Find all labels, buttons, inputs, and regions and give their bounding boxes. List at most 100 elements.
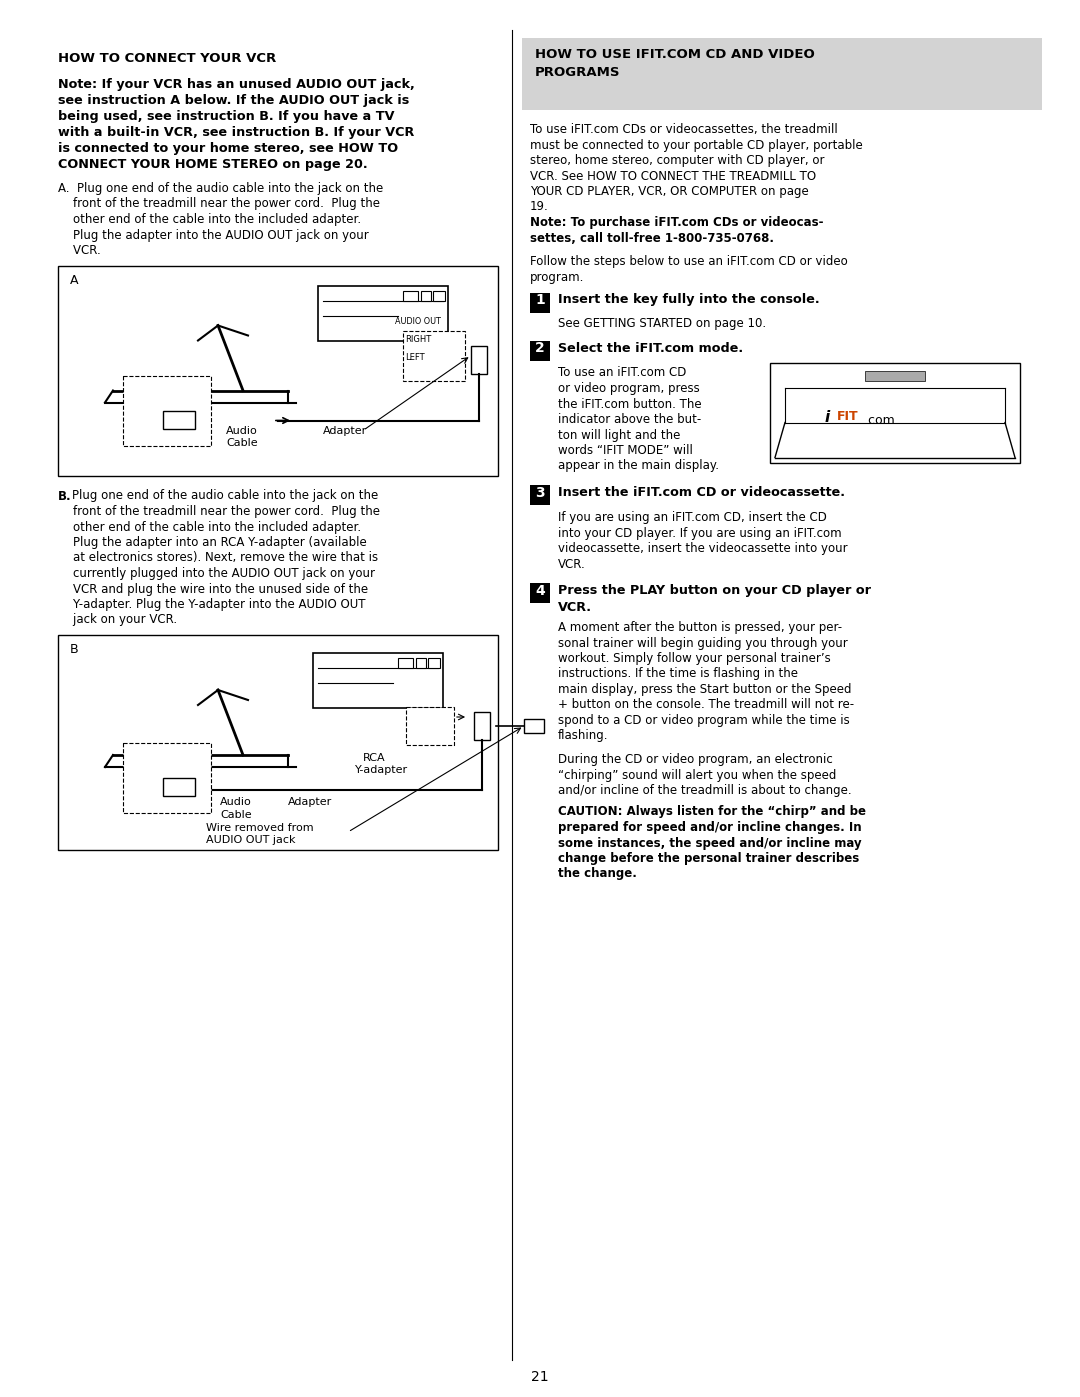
- Bar: [530, 292, 550, 313]
- Text: Plug the adapter into an RCA Y-adapter (available: Plug the adapter into an RCA Y-adapter (…: [58, 536, 367, 549]
- Text: stereo, home stereo, computer with CD player, or: stereo, home stereo, computer with CD pl…: [530, 154, 824, 168]
- Bar: [163, 411, 195, 429]
- Text: Press the PLAY button on your CD player or: Press the PLAY button on your CD player …: [558, 584, 870, 597]
- Text: Insert the key fully into the console.: Insert the key fully into the console.: [558, 293, 820, 306]
- Text: flashing.: flashing.: [558, 729, 608, 742]
- Bar: [163, 778, 195, 796]
- Text: Plug one end of the audio cable into the jack on the: Plug one end of the audio cable into the…: [72, 489, 378, 503]
- Text: RCA: RCA: [363, 753, 386, 763]
- Text: the iFIT.com button. The: the iFIT.com button. The: [558, 398, 702, 411]
- Text: with a built-in VCR, see instruction B. If your VCR: with a built-in VCR, see instruction B. …: [58, 126, 415, 138]
- Text: other end of the cable into the included adapter.: other end of the cable into the included…: [58, 212, 361, 226]
- Text: If you are using an iFIT.com CD, insert the CD: If you are using an iFIT.com CD, insert …: [558, 511, 827, 524]
- Text: instructions. If the time is flashing in the: instructions. If the time is flashing in…: [558, 668, 798, 680]
- Text: Note: If your VCR has an unused AUDIO OUT jack,: Note: If your VCR has an unused AUDIO OU…: [58, 78, 415, 91]
- Text: or video program, press: or video program, press: [558, 381, 700, 395]
- Text: Audio: Audio: [226, 426, 258, 436]
- Text: Adapter: Adapter: [288, 798, 333, 807]
- Text: A moment after the button is pressed, your per-: A moment after the button is pressed, yo…: [558, 622, 842, 634]
- Text: Select the iFIT.com mode.: Select the iFIT.com mode.: [558, 341, 743, 355]
- Text: B: B: [70, 643, 79, 657]
- Text: AUDIO OUT: AUDIO OUT: [395, 317, 441, 326]
- Circle shape: [183, 778, 200, 796]
- Circle shape: [131, 759, 151, 778]
- Bar: [421, 291, 431, 300]
- Text: and/or incline of the treadmill is about to change.: and/or incline of the treadmill is about…: [558, 784, 852, 798]
- Text: LEFT: LEFT: [405, 352, 424, 362]
- Text: VCR.: VCR.: [58, 244, 100, 257]
- Text: CAUTION: Always listen for the “chirp” and be: CAUTION: Always listen for the “chirp” a…: [558, 806, 866, 819]
- Bar: [524, 719, 544, 733]
- Text: settes, call toll-free 1-800-735-0768.: settes, call toll-free 1-800-735-0768.: [530, 232, 774, 244]
- Text: FIT: FIT: [837, 411, 859, 423]
- Text: words “IFIT MODE” will: words “IFIT MODE” will: [558, 444, 693, 457]
- Text: currently plugged into the AUDIO OUT jack on your: currently plugged into the AUDIO OUT jac…: [58, 567, 375, 580]
- Text: 3: 3: [536, 486, 544, 500]
- Text: change before the personal trainer describes: change before the personal trainer descr…: [558, 852, 860, 865]
- Text: AUDIO OUT jack: AUDIO OUT jack: [206, 835, 296, 845]
- Text: program.: program.: [530, 271, 584, 284]
- Text: prepared for speed and/or incline changes. In: prepared for speed and/or incline change…: [558, 821, 862, 834]
- Text: Plug the adapter into the AUDIO OUT jack on your: Plug the adapter into the AUDIO OUT jack…: [58, 229, 368, 242]
- Text: 2: 2: [535, 341, 545, 355]
- Text: sonal trainer will begin guiding you through your: sonal trainer will begin guiding you thr…: [558, 637, 848, 650]
- Text: some instances, the speed and/or incline may: some instances, the speed and/or incline…: [558, 837, 862, 849]
- Text: Audio: Audio: [220, 798, 252, 807]
- Text: To use an iFIT.com CD: To use an iFIT.com CD: [558, 366, 687, 380]
- Text: Insert the iFIT.com CD or videocassette.: Insert the iFIT.com CD or videocassette.: [558, 486, 845, 499]
- Text: PROGRAMS: PROGRAMS: [535, 66, 621, 80]
- Circle shape: [131, 391, 151, 411]
- Bar: [530, 341, 550, 360]
- Text: See GETTING STARTED on page 10.: See GETTING STARTED on page 10.: [558, 317, 766, 330]
- Text: B.: B.: [58, 489, 71, 503]
- Text: CONNECT YOUR HOME STEREO on page 20.: CONNECT YOUR HOME STEREO on page 20.: [58, 158, 367, 170]
- Bar: [522, 38, 1042, 110]
- Text: the change.: the change.: [558, 868, 637, 880]
- Text: front of the treadmill near the power cord.  Plug the: front of the treadmill near the power co…: [58, 504, 380, 518]
- Text: To use iFIT.com CDs or videocassettes, the treadmill: To use iFIT.com CDs or videocassettes, t…: [530, 123, 838, 136]
- Text: VCR.: VCR.: [558, 601, 592, 615]
- Circle shape: [137, 764, 145, 773]
- Bar: [58, 636, 498, 849]
- Bar: [313, 652, 443, 708]
- Text: 21: 21: [531, 1370, 549, 1384]
- Bar: [770, 362, 1020, 462]
- Text: i: i: [825, 411, 831, 426]
- Bar: [123, 743, 211, 813]
- Text: VCR. See HOW TO CONNECT THE TREADMILL TO: VCR. See HOW TO CONNECT THE TREADMILL TO: [530, 169, 816, 183]
- Text: front of the treadmill near the power cord.  Plug the: front of the treadmill near the power co…: [58, 197, 380, 211]
- Bar: [416, 658, 426, 668]
- Text: + button on the console. The treadmill will not re-: + button on the console. The treadmill w…: [558, 698, 854, 711]
- Circle shape: [444, 358, 458, 372]
- Circle shape: [417, 728, 431, 742]
- Bar: [474, 712, 490, 740]
- Text: A: A: [70, 274, 79, 286]
- Text: Y-adapter: Y-adapter: [355, 766, 408, 775]
- Text: RIGHT: RIGHT: [405, 334, 431, 344]
- Text: A.  Plug one end of the audio cable into the jack on the: A. Plug one end of the audio cable into …: [58, 182, 383, 196]
- Circle shape: [444, 334, 458, 348]
- Circle shape: [137, 397, 145, 405]
- Text: 4: 4: [535, 584, 545, 598]
- Text: YOUR CD PLAYER, VCR, OR COMPUTER on page: YOUR CD PLAYER, VCR, OR COMPUTER on page: [530, 184, 809, 198]
- Text: other end of the cable into the included adapter.: other end of the cable into the included…: [58, 521, 361, 534]
- Text: .com: .com: [865, 414, 895, 426]
- Text: Cable: Cable: [220, 810, 252, 820]
- Bar: [471, 345, 487, 373]
- Text: ton will light and the: ton will light and the: [558, 429, 680, 441]
- Bar: [403, 291, 418, 300]
- Circle shape: [183, 411, 200, 429]
- Text: into your CD player. If you are using an iFIT.com: into your CD player. If you are using an…: [558, 527, 841, 539]
- Text: HOW TO CONNECT YOUR VCR: HOW TO CONNECT YOUR VCR: [58, 52, 276, 66]
- Circle shape: [448, 362, 454, 367]
- Text: 19.: 19.: [530, 201, 549, 214]
- Text: must be connected to your portable CD player, portable: must be connected to your portable CD pl…: [530, 138, 863, 151]
- Bar: [399, 658, 413, 668]
- Text: Follow the steps below to use an iFIT.com CD or video: Follow the steps below to use an iFIT.co…: [530, 256, 848, 268]
- Text: appear in the main display.: appear in the main display.: [558, 460, 719, 472]
- Text: spond to a CD or video program while the time is: spond to a CD or video program while the…: [558, 714, 850, 726]
- Text: Note: To purchase iFIT.com CDs or videocas-: Note: To purchase iFIT.com CDs or videoc…: [530, 217, 824, 229]
- Bar: [433, 291, 445, 300]
- Text: indicator above the but-: indicator above the but-: [558, 414, 701, 426]
- Text: is connected to your home stereo, see HOW TO: is connected to your home stereo, see HO…: [58, 142, 399, 155]
